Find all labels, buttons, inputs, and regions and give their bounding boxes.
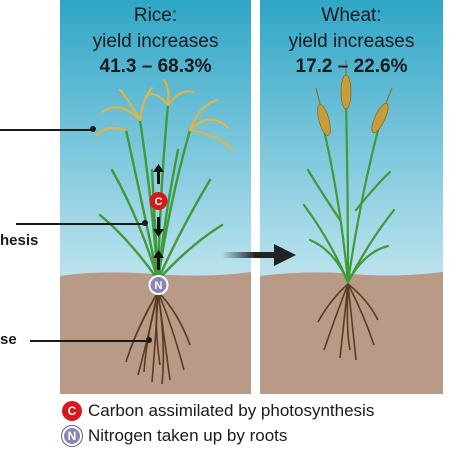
- callout-label-bottom: se: [0, 331, 17, 348]
- callout-label-middle: hesis: [0, 232, 39, 249]
- legend-item-nitrogen: N Nitrogen taken up by roots: [62, 425, 287, 447]
- callout-dot-middle: [142, 220, 148, 226]
- callout-line-middle: [16, 223, 144, 225]
- wheat-title: Wheat:: [321, 5, 382, 26]
- wheat-roots: [317, 283, 379, 361]
- rice-arrows: [153, 164, 164, 270]
- legend-label-nitrogen: Nitrogen taken up by roots: [88, 426, 288, 445]
- rice-grains: [95, 79, 233, 151]
- wheat-ears: [317, 74, 389, 136]
- rice-nitrogen-badge-letter: N: [155, 280, 163, 292]
- wheat-yield-value: 17.2 – 22.6%: [295, 56, 408, 77]
- rice-nitrogen-badge: [148, 275, 169, 295]
- wheat-awns: [315, 60, 393, 105]
- legend-item-carbon: C Carbon assimilated by photosynthesis: [62, 400, 374, 422]
- rice-yield-value: 41.3 – 68.3%: [99, 56, 212, 77]
- rice-carbon-badge-letter: C: [155, 196, 163, 208]
- wheat-soil: [260, 272, 443, 394]
- nitrogen-icon: N: [62, 426, 82, 446]
- wheat-panel: Wheat: yield increases 17.2 – 22.6%: [260, 0, 443, 394]
- rice-roots: [125, 291, 191, 385]
- legend-label-carbon: Carbon assimilated by photosynthesis: [88, 401, 375, 420]
- carbon-icon: C: [62, 401, 82, 421]
- rice-title: Rice:: [133, 5, 178, 26]
- wheat-leaves: [302, 98, 396, 284]
- rice-panel: C N Rice: yield increases 41.3 – 68.3%: [60, 0, 251, 394]
- wheat-illustration: [260, 0, 443, 394]
- callout-line-top: [0, 129, 92, 131]
- callout-line-bottom: [30, 340, 148, 342]
- rice-subtitle: yield increases: [92, 31, 219, 52]
- rice-illustration: C N: [60, 0, 251, 394]
- wheat-subtitle: yield increases: [288, 31, 415, 52]
- transfer-arrow: [222, 244, 296, 266]
- callout-dot-bottom: [146, 337, 152, 343]
- callout-dot-top: [90, 126, 96, 132]
- rice-carbon-badge: [149, 192, 168, 210]
